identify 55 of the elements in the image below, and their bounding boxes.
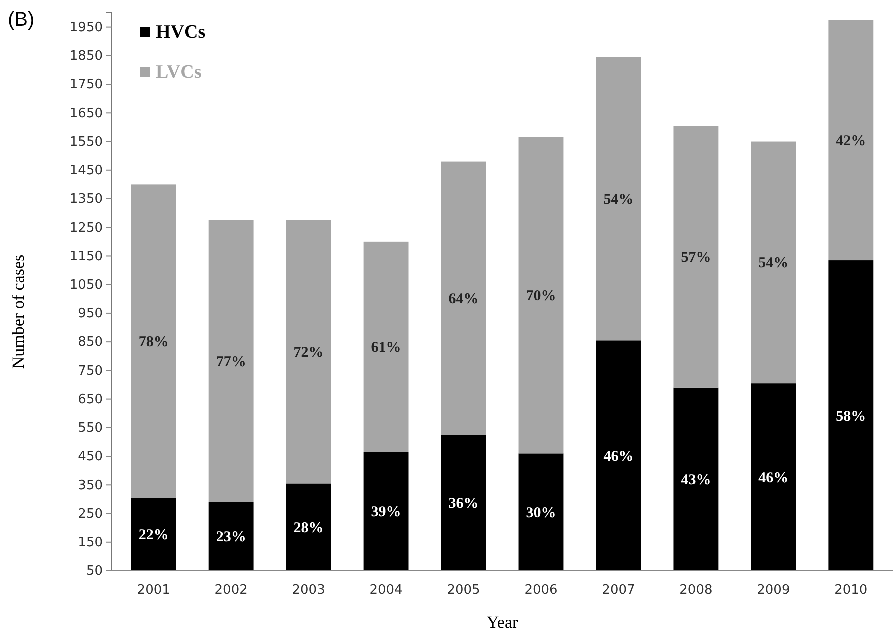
y-tick-label: 50	[86, 564, 103, 580]
y-tick-label: 1250	[70, 220, 103, 236]
annotation: 64%	[448, 291, 479, 308]
x-tick-label: 2009	[757, 583, 790, 598]
y-tick-label: 1350	[70, 192, 103, 208]
x-tick-label: 2008	[680, 583, 713, 598]
y-tick-label: 1550	[70, 134, 103, 150]
y-tick-label: 1050	[70, 278, 103, 294]
annotation: 72%	[294, 345, 324, 362]
y-tick-label: 1750	[70, 78, 103, 93]
y-tick-label: 150	[78, 536, 103, 551]
annotation: 43%	[681, 472, 712, 488]
x-tick-label: 2010	[834, 583, 868, 598]
y-tick-label: 650	[78, 392, 103, 408]
x-tick-label: 2005	[447, 583, 480, 598]
y-tick-label: 1850	[70, 49, 103, 64]
annotation: 54%	[604, 192, 634, 208]
annotation: 78%	[138, 334, 169, 350]
x-tick-label: 2004	[370, 583, 403, 598]
y-tick-label: 1650	[70, 106, 103, 122]
annotation: 58%	[836, 408, 866, 425]
annotation: 57%	[681, 250, 712, 266]
y-tick-label: 1150	[70, 249, 103, 264]
x-tick-label: 2007	[602, 583, 636, 598]
annotation: 28%	[294, 520, 324, 536]
annotation: 61%	[371, 340, 402, 356]
x-tick-label: 2003	[292, 583, 326, 598]
y-tick-label: 750	[78, 364, 103, 379]
y-tick-label: 850	[78, 335, 103, 350]
y-tick-label: 550	[78, 421, 103, 436]
x-tick-label: 2001	[137, 583, 170, 598]
y-tick-label: 950	[78, 306, 103, 322]
chart-title: (B)	[8, 9, 35, 31]
annotation: 77%	[216, 354, 246, 370]
annotation: 23%	[216, 530, 246, 546]
y-tick-label: 350	[78, 478, 103, 494]
y-axis-title: Number of cases	[9, 254, 28, 370]
annotation: 39%	[371, 504, 402, 521]
annotation: 22%	[138, 528, 169, 544]
y-tick-label: 1450	[70, 164, 103, 179]
y-tick-label: 250	[78, 506, 103, 522]
y-tick-label: 450	[78, 450, 103, 465]
annotation: 42%	[836, 133, 866, 150]
legend-label: LVCs	[156, 62, 202, 83]
legend-label: HVCs	[156, 22, 206, 43]
annotation: 46%	[758, 470, 789, 486]
annotation: 36%	[448, 496, 479, 512]
annotation: 54%	[758, 256, 789, 272]
annotation: 30%	[526, 505, 556, 522]
y-tick-label: 1950	[70, 20, 103, 36]
x-axis-title: Year	[486, 613, 518, 632]
x-tick-label: 2006	[524, 583, 558, 598]
x-tick-label: 2002	[214, 583, 248, 598]
annotation: 46%	[604, 448, 634, 465]
annotation: 70%	[526, 288, 556, 305]
